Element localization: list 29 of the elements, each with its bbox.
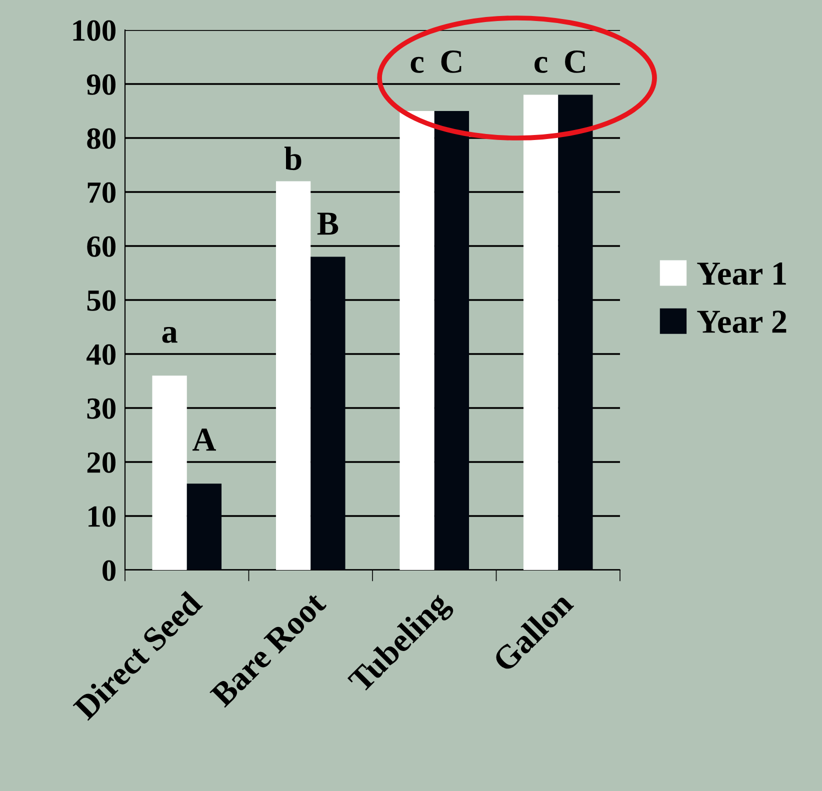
bar xyxy=(152,376,187,570)
data-label: C xyxy=(565,50,585,73)
y-tick-label: 0 xyxy=(102,560,116,581)
y-tick-label: 100 xyxy=(73,20,116,41)
data-label: C xyxy=(441,50,462,73)
data-label: A xyxy=(192,428,216,451)
y-tick-label: 30 xyxy=(87,398,116,419)
y-tick-label: 20 xyxy=(87,452,116,473)
bar xyxy=(523,94,558,570)
legend-label: Year 1 xyxy=(697,262,786,285)
data-label: c xyxy=(410,56,424,73)
y-tick-label: 70 xyxy=(88,182,116,203)
y-tick-label: 90 xyxy=(86,74,116,95)
y-tick-label: 50 xyxy=(87,290,116,311)
y-tick-label: 60 xyxy=(87,236,116,257)
bar xyxy=(434,111,470,570)
data-label: B xyxy=(317,212,338,235)
y-tick-label: 40 xyxy=(86,344,116,365)
bar xyxy=(276,181,311,570)
y-tick-label: 10 xyxy=(88,506,116,527)
legend-label: Year 2 xyxy=(697,310,786,333)
bar xyxy=(558,94,593,570)
y-tick-label: 80 xyxy=(87,128,116,149)
data-label: b xyxy=(284,146,302,170)
bar xyxy=(310,256,346,570)
data-label: a xyxy=(162,326,178,343)
data-label: c xyxy=(534,56,548,73)
bar xyxy=(400,111,434,570)
bar xyxy=(186,484,222,570)
